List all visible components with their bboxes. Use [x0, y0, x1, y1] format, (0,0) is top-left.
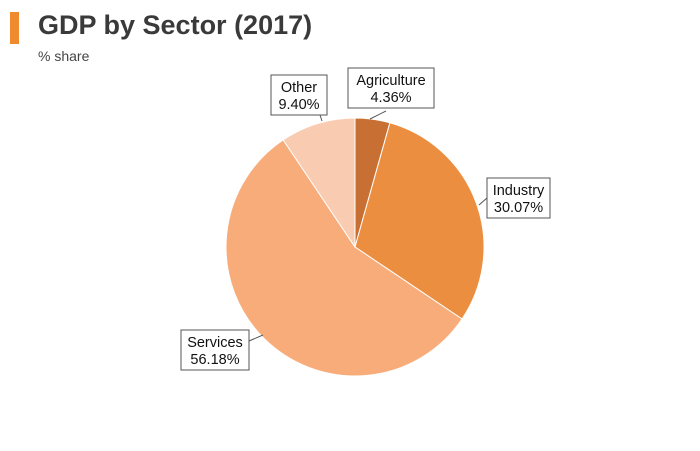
chart-subtitle: % share: [38, 48, 90, 64]
label-value: 4.36%: [370, 90, 411, 106]
pie-slice-services: [225, 139, 463, 377]
label-leader-line: [319, 114, 323, 122]
label-value: 9.40%: [278, 97, 319, 113]
label-leader-line: [248, 334, 264, 342]
label-leader-line: [478, 197, 488, 206]
title-accent-bar: [10, 12, 19, 44]
label-category: Agriculture: [356, 73, 425, 89]
pie-slices: [225, 117, 485, 377]
label-box: [180, 329, 250, 371]
label-box: [347, 67, 435, 109]
label-value: 30.07%: [494, 200, 543, 216]
label-leader-line: [369, 110, 387, 120]
chart-title: GDP by Sector (2017): [38, 10, 313, 40]
pie-slice-industry: [354, 122, 485, 320]
pie-slice-other: [282, 117, 356, 249]
label-box: [270, 74, 328, 116]
label-value: 56.18%: [190, 352, 239, 368]
label-category: Industry: [493, 183, 545, 199]
label-category: Other: [281, 80, 317, 96]
label-category: Services: [187, 335, 243, 351]
label-box: [486, 177, 551, 219]
